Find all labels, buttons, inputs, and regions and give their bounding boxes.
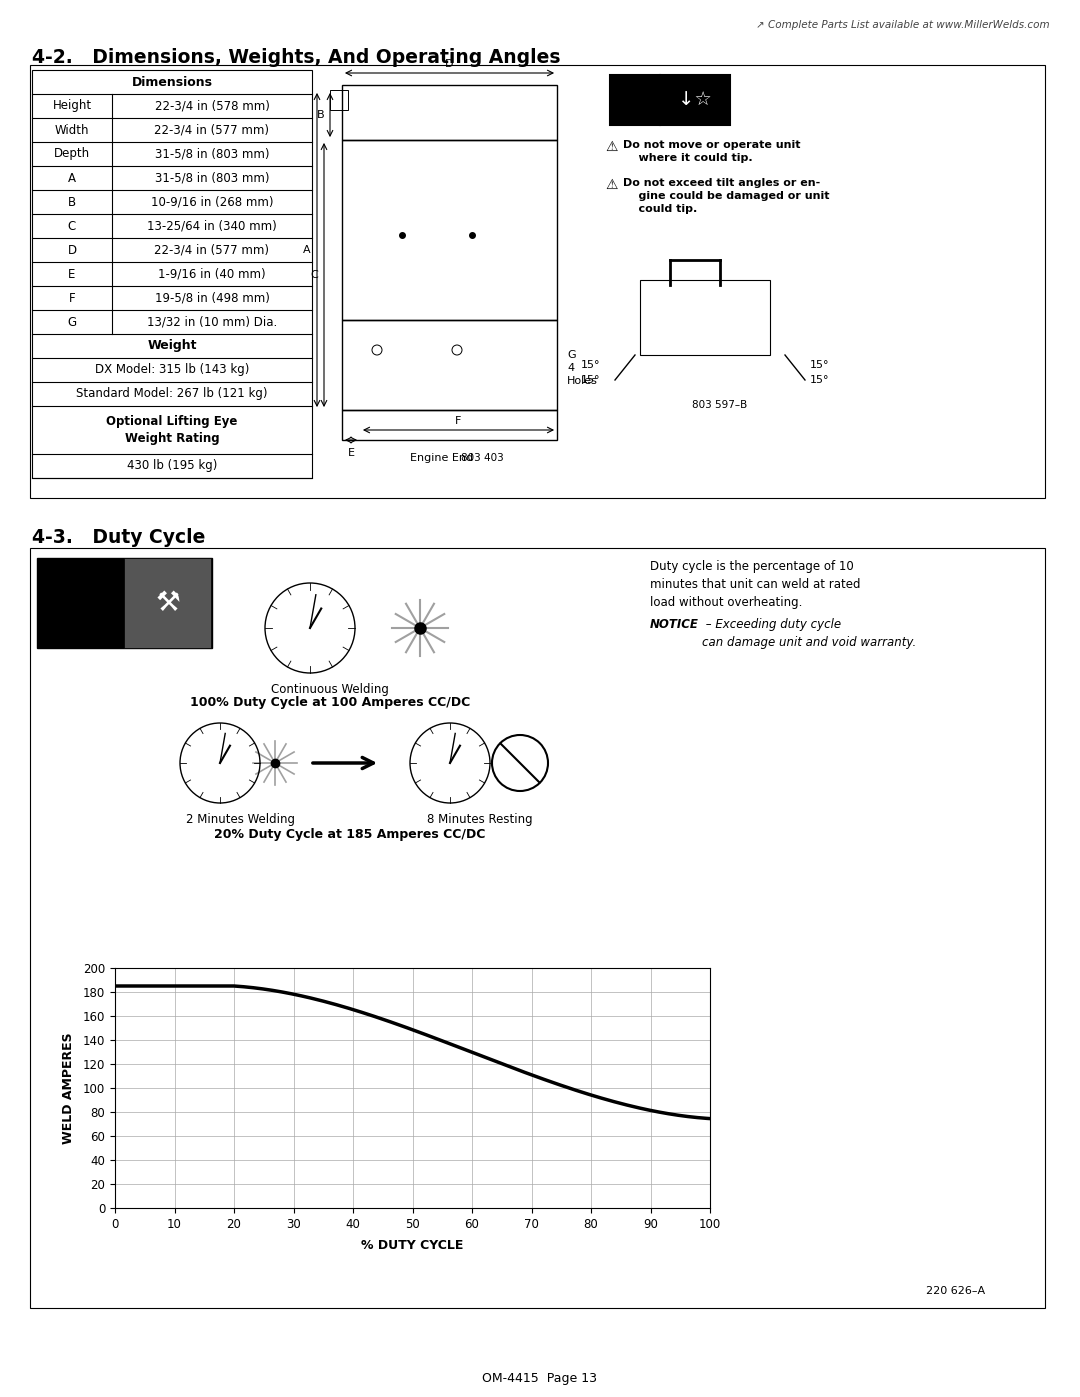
- Text: 31-5/8 in (803 mm): 31-5/8 in (803 mm): [154, 172, 269, 184]
- Text: 100% Duty Cycle at 100 Amperes CC/DC: 100% Duty Cycle at 100 Amperes CC/DC: [190, 696, 470, 710]
- Text: ⚒: ⚒: [156, 590, 180, 617]
- Text: 4: 4: [567, 363, 575, 373]
- Text: C: C: [68, 219, 76, 232]
- Text: Weight: Weight: [147, 339, 197, 352]
- Text: A: A: [68, 172, 76, 184]
- Text: – Exceeding duty cycle
can damage unit and void warranty.: – Exceeding duty cycle can damage unit a…: [702, 617, 916, 650]
- Bar: [330, 89, 348, 110]
- Bar: [342, 140, 557, 320]
- Text: 4-2.   Dimensions, Weights, And Operating Angles: 4-2. Dimensions, Weights, And Operating …: [32, 47, 561, 67]
- Text: Engine End: Engine End: [410, 453, 473, 462]
- Text: G: G: [567, 351, 576, 360]
- Bar: [342, 409, 557, 440]
- Text: Height: Height: [53, 99, 92, 113]
- Text: 1-9/16 in (40 mm): 1-9/16 in (40 mm): [158, 267, 266, 281]
- Text: E: E: [68, 267, 76, 281]
- Text: 31-5/8 in (803 mm): 31-5/8 in (803 mm): [154, 148, 269, 161]
- Text: E: E: [348, 448, 354, 458]
- Polygon shape: [45, 566, 109, 640]
- Bar: [660, 75, 730, 124]
- Bar: [37, 557, 212, 648]
- Text: 13-25/64 in (340 mm): 13-25/64 in (340 mm): [147, 219, 276, 232]
- Text: F: F: [456, 416, 461, 426]
- Text: 803 597–B: 803 597–B: [692, 400, 747, 409]
- Text: Do not move or operate unit
    where it could tip.: Do not move or operate unit where it cou…: [623, 140, 800, 163]
- Text: Standard Model: 267 lb (121 kg): Standard Model: 267 lb (121 kg): [77, 387, 268, 401]
- Text: Depth: Depth: [54, 148, 90, 161]
- Text: ⚠: ⚠: [605, 177, 618, 191]
- Text: !: !: [632, 102, 638, 116]
- Text: 22-3/4 in (577 mm): 22-3/4 in (577 mm): [154, 123, 270, 137]
- Text: DX Model: 315 lb (143 kg): DX Model: 315 lb (143 kg): [95, 363, 249, 377]
- Text: 8 Minutes Resting: 8 Minutes Resting: [428, 813, 532, 826]
- Text: 22-3/4 in (577 mm): 22-3/4 in (577 mm): [154, 243, 270, 257]
- Text: 22-3/4 in (578 mm): 22-3/4 in (578 mm): [154, 99, 269, 113]
- Y-axis label: WELD AMPERES: WELD AMPERES: [62, 1032, 75, 1144]
- Text: 15°: 15°: [810, 360, 829, 370]
- Text: Duty cycle is the percentage of 10
minutes that unit can weld at rated
load with: Duty cycle is the percentage of 10 minut…: [650, 560, 861, 609]
- Bar: [342, 320, 557, 409]
- Text: B: B: [318, 110, 325, 120]
- Text: !: !: [72, 616, 81, 636]
- Bar: [342, 85, 557, 140]
- Text: 19-5/8 in (498 mm): 19-5/8 in (498 mm): [154, 292, 269, 305]
- Bar: [30, 66, 1045, 497]
- Polygon shape: [615, 81, 654, 119]
- Bar: [640, 279, 770, 355]
- Text: D: D: [67, 243, 77, 257]
- Text: C: C: [310, 270, 318, 279]
- Bar: [610, 75, 660, 124]
- Text: Do not exceed tilt angles or en-
    gine could be damaged or unit
    could tip: Do not exceed tilt angles or en- gine co…: [623, 177, 829, 214]
- Text: D: D: [445, 59, 454, 68]
- Text: 803 403: 803 403: [461, 453, 503, 462]
- Text: Holes: Holes: [567, 376, 598, 386]
- Text: G: G: [67, 316, 77, 328]
- Text: F: F: [69, 292, 76, 305]
- Text: Width: Width: [55, 123, 90, 137]
- Text: Optional Lifting Eye
Weight Rating: Optional Lifting Eye Weight Rating: [106, 415, 238, 446]
- Text: 20% Duty Cycle at 185 Amperes CC/DC: 20% Duty Cycle at 185 Amperes CC/DC: [214, 828, 486, 841]
- Text: Dimensions: Dimensions: [132, 75, 213, 88]
- Text: 430 lb (195 kg): 430 lb (195 kg): [126, 460, 217, 472]
- Text: ↓☆: ↓☆: [678, 91, 712, 109]
- X-axis label: % DUTY CYCLE: % DUTY CYCLE: [362, 1239, 463, 1252]
- Text: 4-3.   Duty Cycle: 4-3. Duty Cycle: [32, 528, 205, 548]
- Text: ⚠: ⚠: [605, 140, 618, 154]
- Text: 15°: 15°: [581, 374, 600, 386]
- Text: 2 Minutes Welding: 2 Minutes Welding: [186, 813, 295, 826]
- Text: ↗ Complete Parts List available at www.MillerWelds.com: ↗ Complete Parts List available at www.M…: [756, 20, 1050, 29]
- Text: 220 626–A: 220 626–A: [926, 1287, 985, 1296]
- Text: A: A: [303, 244, 311, 256]
- Text: Continuous Welding: Continuous Welding: [271, 683, 389, 696]
- Text: NOTICE: NOTICE: [650, 617, 699, 631]
- Text: 15°: 15°: [581, 360, 600, 370]
- Text: 10-9/16 in (268 mm): 10-9/16 in (268 mm): [151, 196, 273, 208]
- Bar: [30, 548, 1045, 1308]
- Bar: [32, 70, 312, 478]
- Text: 13/32 in (10 mm) Dia.: 13/32 in (10 mm) Dia.: [147, 316, 278, 328]
- Text: OM-4415  Page 13: OM-4415 Page 13: [483, 1372, 597, 1384]
- Bar: [124, 557, 211, 648]
- Text: 15°: 15°: [810, 374, 829, 386]
- Text: B: B: [68, 196, 76, 208]
